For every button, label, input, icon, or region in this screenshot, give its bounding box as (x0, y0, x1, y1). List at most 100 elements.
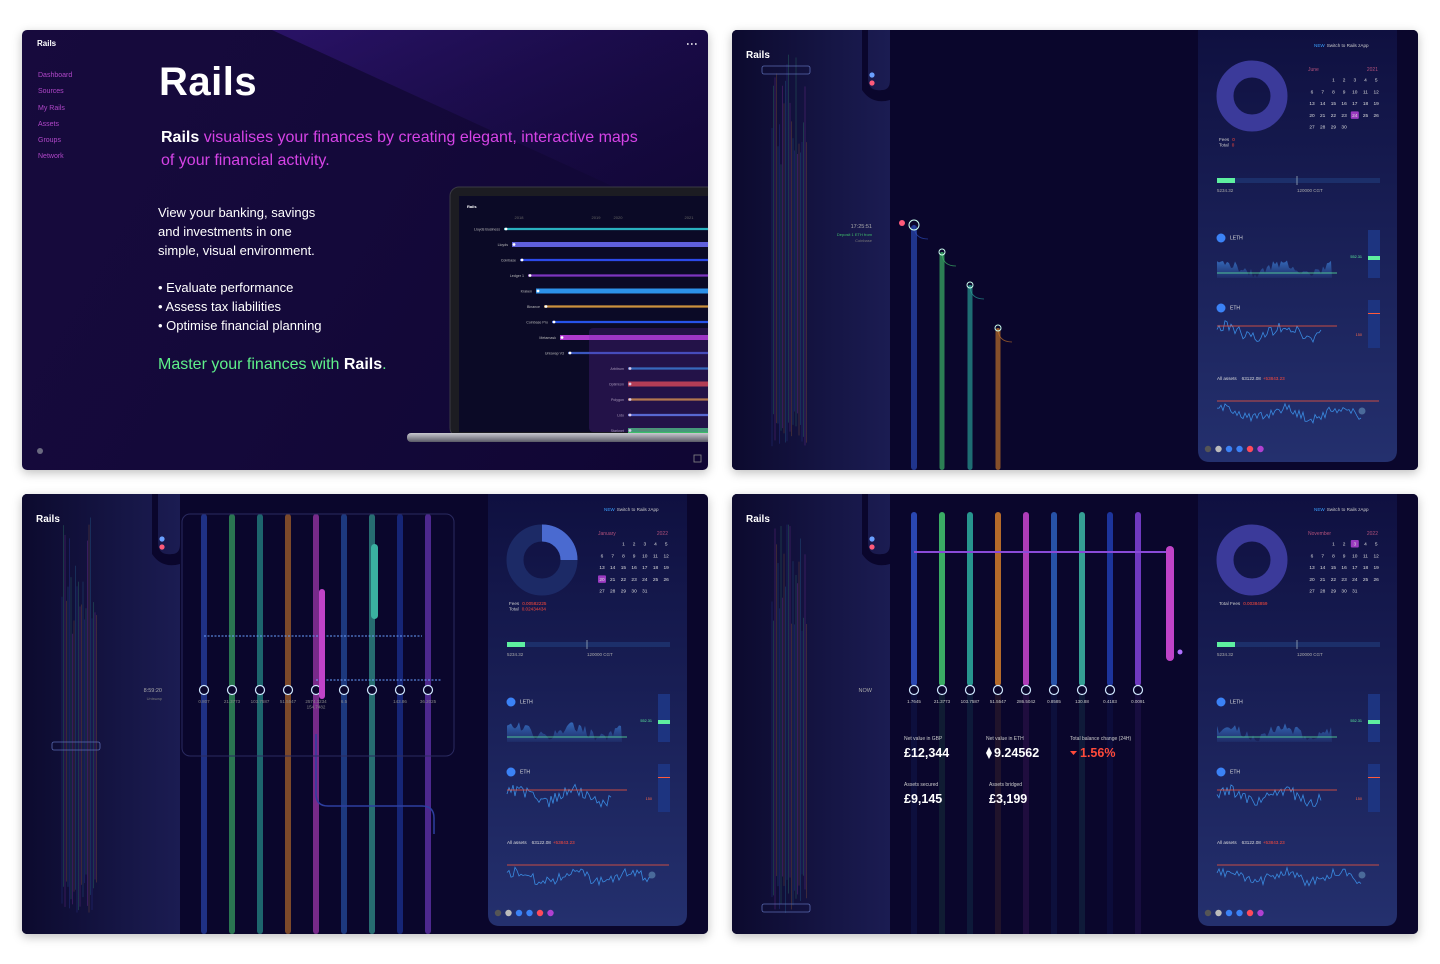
asset-filter (547, 909, 554, 917)
all-assets-value: 63122.08 (1242, 840, 1262, 845)
progress-track (1217, 642, 1380, 647)
rail (313, 514, 319, 934)
laptop-model: MacBook Pro (638, 428, 659, 432)
laptop-row-label: Kraken (521, 289, 532, 293)
screen-panel: Rails 17:25:51 Deposit 1 ETH from Coinbase N… (732, 30, 1418, 470)
rail-value: 0.0091 (1131, 699, 1145, 704)
bullet: • Assess tax liabilities (158, 299, 282, 314)
calendar-day: 14 (1320, 565, 1326, 571)
progress-fill (1217, 178, 1235, 183)
calendar-day: 18 (1363, 565, 1369, 571)
calendar-day: 28 (1320, 125, 1326, 131)
fee-label: Fees (509, 601, 520, 606)
fee-value: 0.00384859 (1243, 601, 1268, 606)
calendar-day: 4 (654, 542, 657, 548)
calendar-day: 1 (622, 542, 625, 548)
source-icon (869, 544, 875, 550)
token-name: LETH (520, 700, 533, 706)
assets-cursor (1358, 407, 1366, 415)
laptop-row-label: Coinbase (501, 258, 516, 262)
all-assets: All assets 63122.08 +53843.23 (1217, 840, 1285, 845)
rail (995, 512, 1001, 686)
rail-faded (1079, 694, 1085, 934)
progress-value: 5234.32 (1217, 188, 1234, 193)
rail (397, 514, 403, 934)
screen: Rails 0.807 21.3773 103.7587 51.5547 2574.323… (22, 494, 708, 934)
rail (1051, 512, 1057, 686)
new-badge: NEW (604, 507, 615, 512)
menu-item: Assets (38, 120, 60, 128)
sidebar (22, 494, 180, 934)
calendar-day: 21 (1320, 577, 1326, 583)
calendar-day: 16 (1341, 565, 1347, 571)
asset-filter (1204, 909, 1212, 917)
calendar-day: 13 (1309, 101, 1315, 107)
stat-label: Assets bridged (989, 782, 1022, 788)
rail-node (226, 684, 238, 696)
rail-faded (967, 694, 973, 934)
calendar-day: 12 (1374, 89, 1380, 95)
asset-filter (1257, 909, 1264, 917)
calendar-day: 14 (610, 565, 616, 571)
cta-end: . (382, 356, 387, 373)
summary-card (1198, 30, 1397, 462)
gauge-level (1368, 720, 1380, 724)
calendar-day: 31 (642, 589, 648, 595)
new-badge: NEW (1314, 43, 1325, 48)
calendar-day: 23 (1341, 113, 1347, 119)
laptop-node (528, 274, 532, 277)
summary-card (1198, 494, 1397, 926)
fee-label: Total (509, 607, 519, 612)
stat-value: £3,199 (989, 792, 1027, 806)
time-window (51, 741, 101, 751)
rail-value: 0.4183 (1103, 699, 1117, 704)
laptop-node (552, 320, 556, 324)
all-assets-change: +53843.23 (1263, 840, 1285, 845)
rail (995, 328, 1001, 470)
laptop-node (628, 413, 632, 417)
expand-icon (693, 454, 702, 463)
progress-limit: 120000 CGT (1297, 652, 1323, 657)
source-icon (869, 72, 875, 78)
rail-value: 36.2025 (420, 699, 437, 704)
rail-value: 103.7587 (251, 699, 270, 704)
donut (1216, 60, 1288, 132)
laptop-row-label: Polygon (611, 398, 624, 402)
calendar-day: 30 (1341, 125, 1347, 131)
laptop-year: 2019 (592, 215, 602, 220)
fee-row: Fees 0.00582225 (509, 601, 547, 606)
logo: Rails (746, 50, 770, 61)
cta-brand: Rails (343, 356, 383, 373)
menu-item: My Rails (38, 104, 65, 112)
progress-fill (507, 642, 525, 647)
calendar-day: 12 (664, 553, 670, 559)
calendar-day: 24 (1352, 577, 1358, 583)
laptop-node (628, 367, 632, 370)
menu-item: Sources (38, 88, 64, 96)
calendar-day: 13 (1309, 565, 1315, 571)
calendar-month: June (1308, 67, 1319, 73)
calendar-day: 20 (1309, 113, 1315, 119)
asset-filter (1225, 445, 1233, 453)
source-icon (159, 544, 165, 550)
token-gauge (1368, 300, 1380, 348)
calendar-day: 21 (1320, 113, 1326, 119)
bullets: • Evaluate performance • Assess tax liabi… (158, 278, 322, 335)
token-icon (506, 697, 516, 707)
tagline: Rails visualises your finances by creati… (161, 126, 651, 172)
rail (369, 514, 375, 934)
token-gauge (1368, 230, 1380, 278)
bullet: • Evaluate performance (158, 280, 294, 295)
logo: Rails (746, 514, 770, 525)
heading: Rails (159, 60, 258, 104)
source-icon (869, 536, 875, 542)
calendar-day: 23 (631, 577, 637, 583)
calendar-day: 11 (653, 553, 658, 559)
rail-value: 6.5 (341, 699, 348, 704)
event-time: 8:59:20 (144, 688, 162, 694)
token-name: LETH (1230, 700, 1243, 706)
calendar-day: 3 (1353, 78, 1356, 84)
calendar-day: 26 (1374, 577, 1380, 583)
calendar-day: 28 (610, 589, 616, 595)
calendar-day: 17 (1352, 565, 1358, 571)
